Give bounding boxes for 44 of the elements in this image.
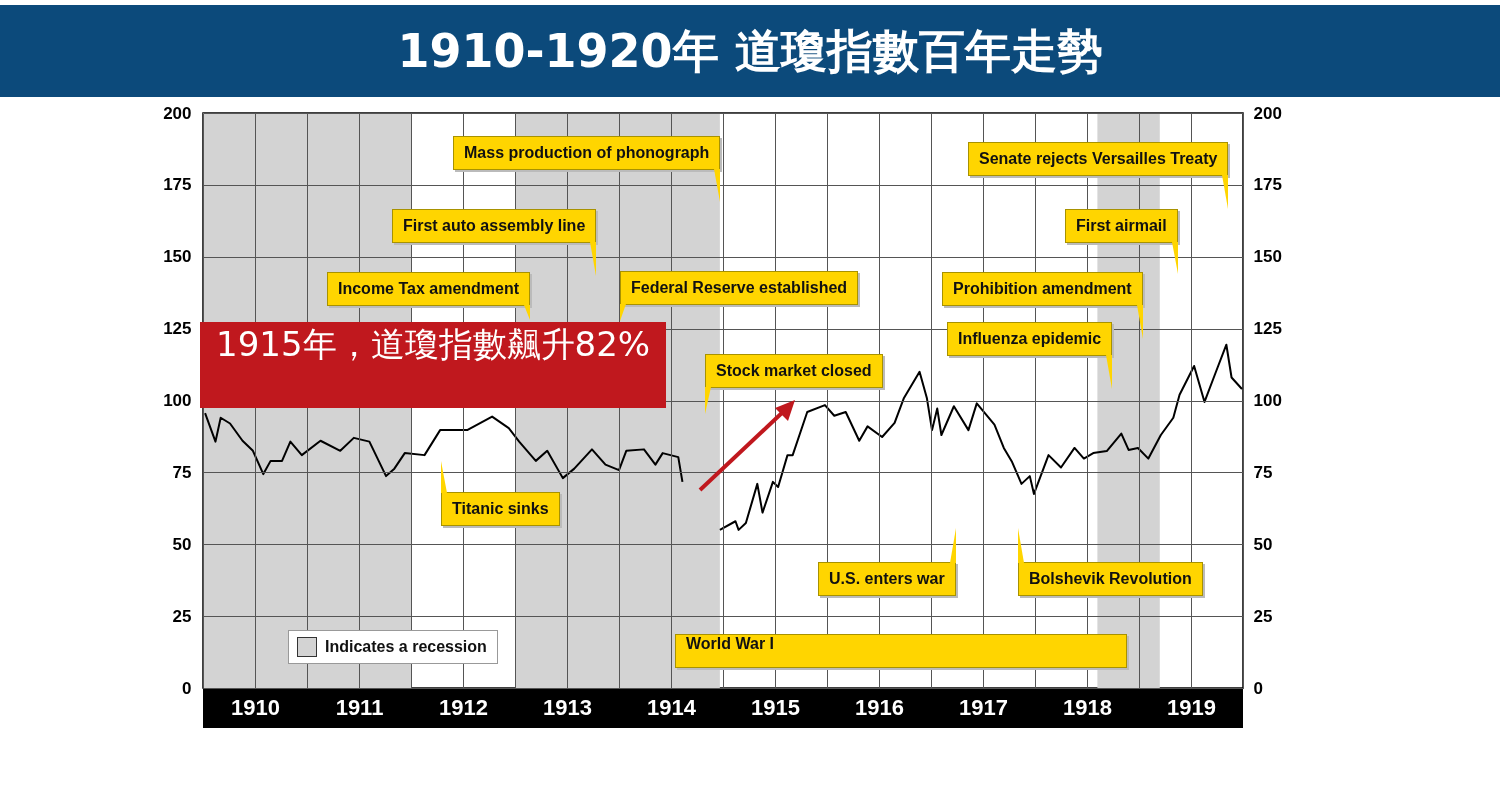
- y-tick-label: 150: [163, 247, 192, 267]
- y2-tick-label: 175: [1253, 175, 1282, 195]
- y-tick-label: 25: [172, 606, 192, 626]
- chart-title: 1910-1920年 道瓊指數百年走勢: [0, 5, 1500, 97]
- annotation: Titanic sinks: [441, 492, 560, 526]
- y-tick-label: 100: [163, 391, 192, 410]
- y-tick-label: 125: [163, 319, 192, 339]
- y2-tick-label: 25: [1253, 606, 1273, 626]
- y2-tick-label: 75: [1253, 462, 1273, 482]
- annotation: First auto assembly line: [392, 209, 597, 243]
- annotation: 1915年，道瓊指數飆升82%: [200, 322, 667, 408]
- annotation: Bolshevik Revolution: [1018, 562, 1203, 596]
- label-box: World War I: [675, 634, 1127, 668]
- y2-tick-label: 200: [1253, 103, 1282, 123]
- annotation: U.S. enters war: [818, 562, 956, 596]
- x-tick-label: 1918: [1063, 694, 1112, 720]
- annotation: Indicates a recession: [325, 638, 487, 656]
- y2-tick-label: 125: [1253, 319, 1282, 339]
- y2-tick-label: 50: [1253, 534, 1273, 554]
- annotation: First airmail: [1065, 209, 1178, 243]
- x-tick-label: 1911: [335, 694, 384, 720]
- annotation: Mass production of phonograph: [453, 136, 721, 170]
- annotation: Influenza epidemic: [947, 322, 1113, 356]
- y2-tick-label: 0: [1253, 678, 1263, 698]
- y2-tick-label: 100: [1253, 391, 1282, 410]
- y2-tick-label: 150: [1253, 247, 1282, 267]
- y-tick-label: 200: [163, 103, 192, 123]
- x-tick-label: 1914: [647, 694, 697, 720]
- x-tick-label: 1913: [543, 694, 592, 720]
- y-tick-label: 50: [172, 534, 192, 554]
- y-tick-label: 0: [182, 678, 192, 698]
- x-tick-label: 1916: [855, 694, 904, 720]
- annotation: Prohibition amendment: [942, 272, 1143, 306]
- x-tick-label: 1915: [751, 694, 800, 720]
- annotation: Federal Reserve established: [620, 271, 859, 305]
- x-tick-label: 1910: [231, 694, 280, 720]
- x-tick-label: 1917: [959, 694, 1008, 720]
- y-tick-label: 75: [172, 462, 192, 482]
- x-tick-label: 1912: [439, 694, 488, 720]
- x-tick-label: 1919: [1167, 694, 1216, 720]
- annotation: Income Tax amendment: [327, 272, 531, 306]
- y-tick-label: 175: [163, 175, 192, 195]
- annotation: Senate rejects Versailles Treaty: [968, 142, 1229, 176]
- annotation: Stock market closed: [705, 354, 883, 388]
